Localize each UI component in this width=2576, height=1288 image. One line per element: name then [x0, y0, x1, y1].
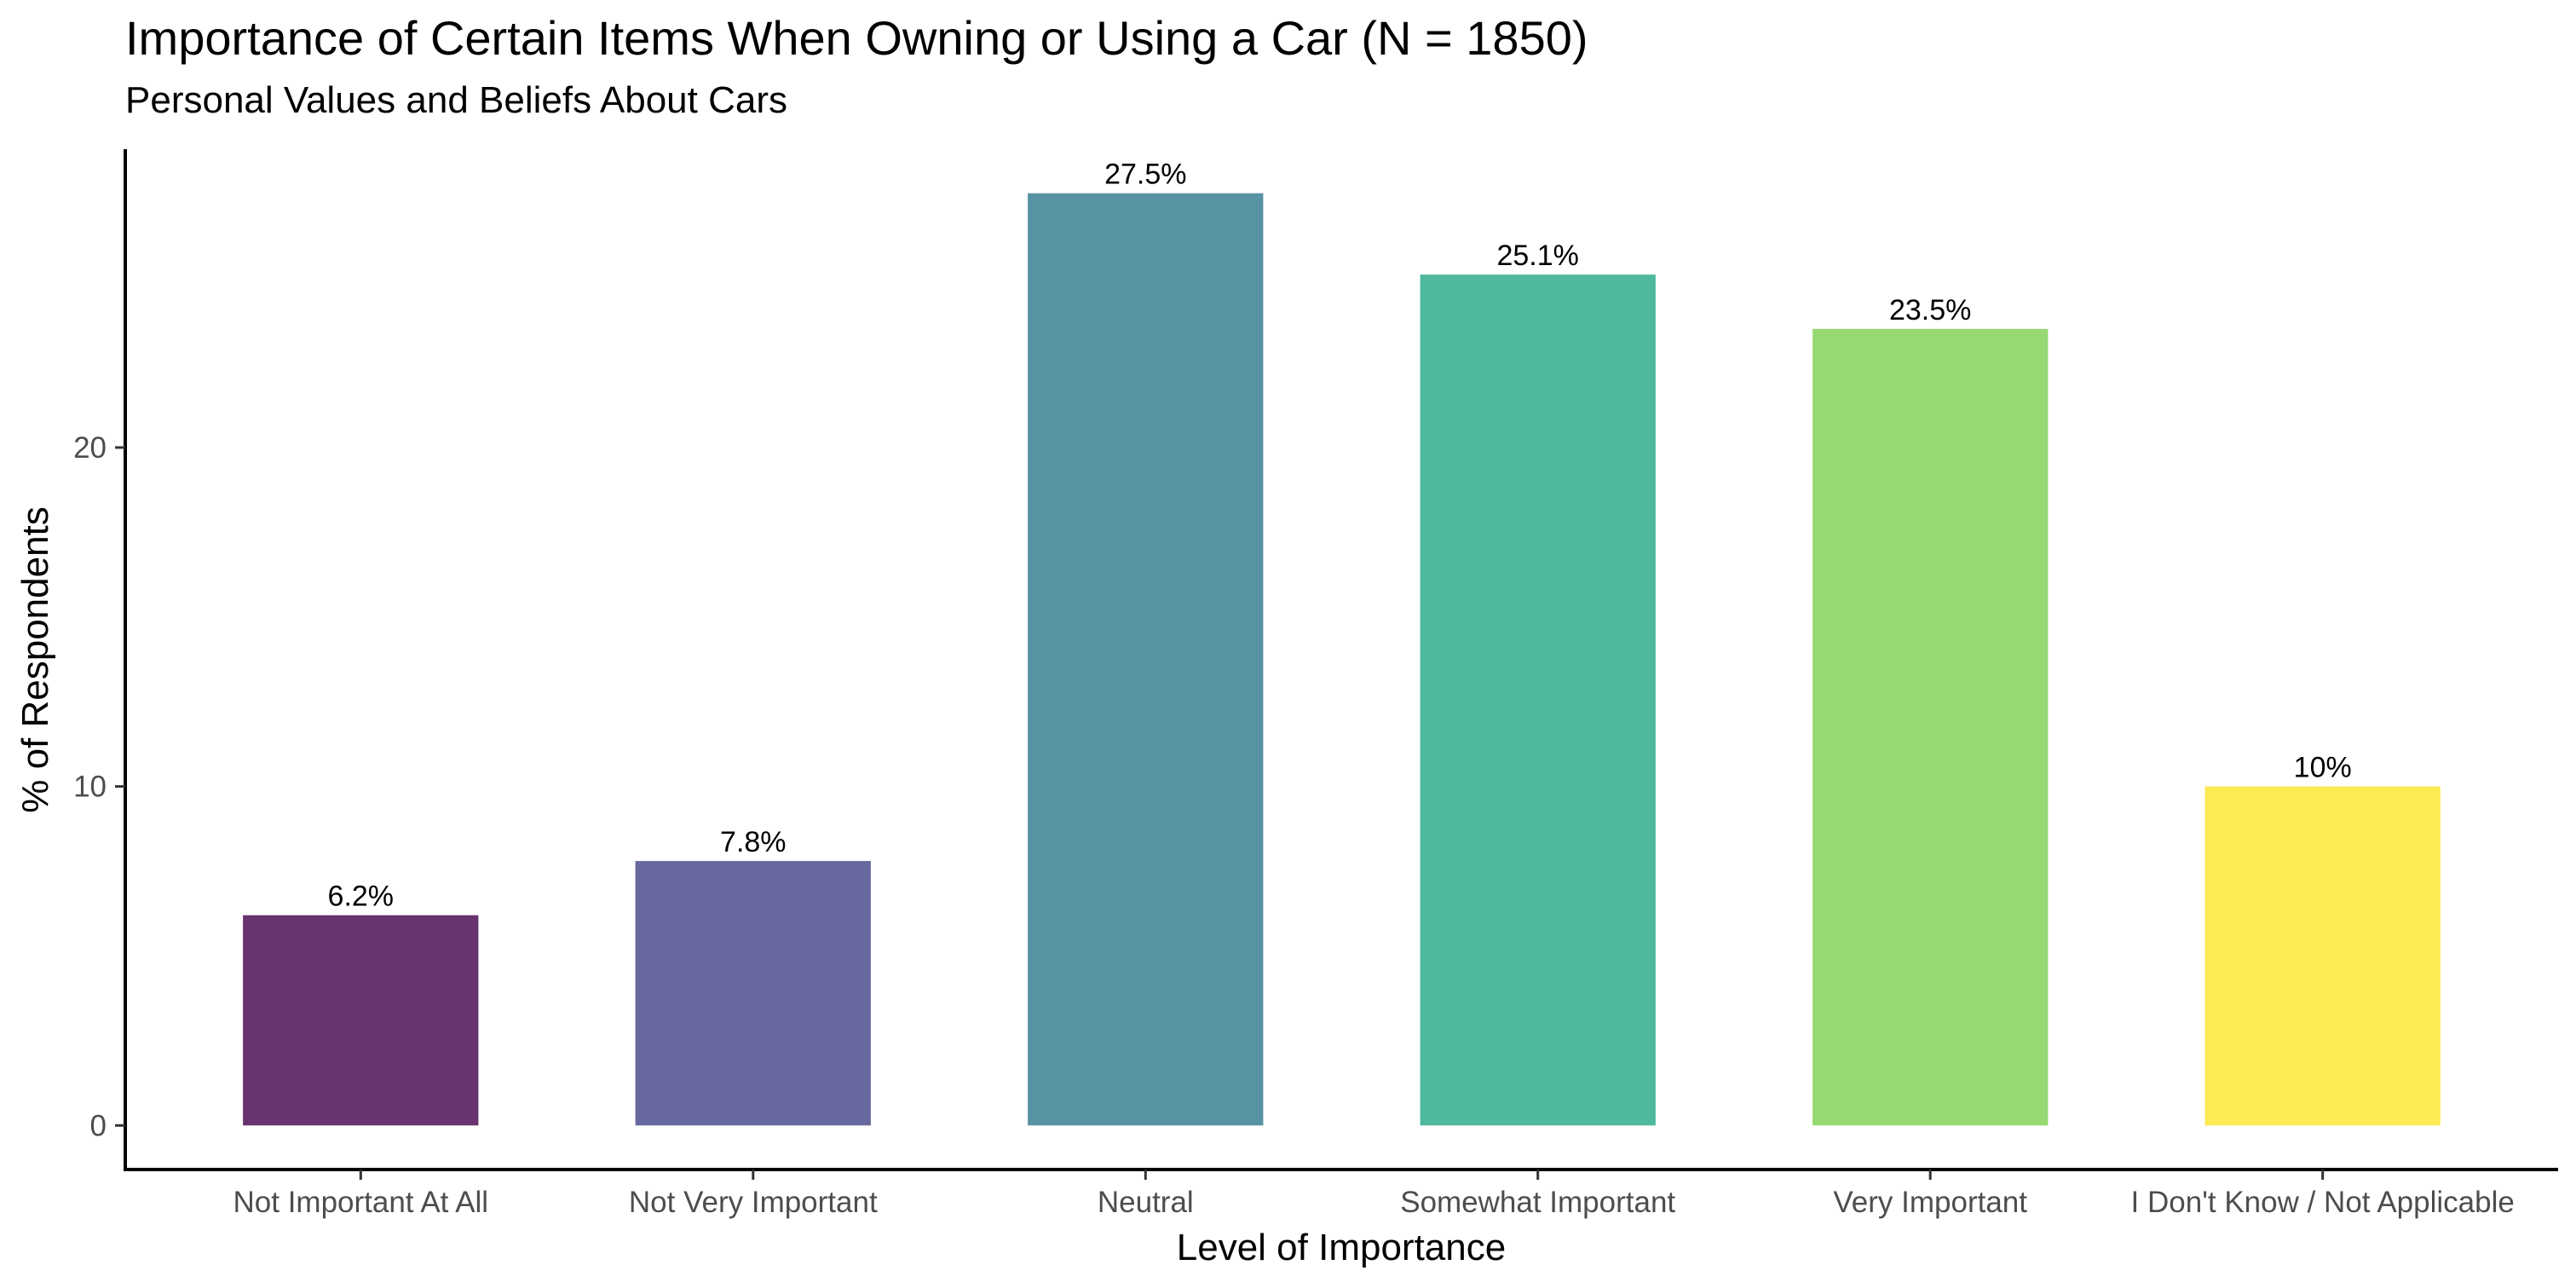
bar: [1420, 274, 1656, 1126]
data-labels-layer: 6.2% 7.8% 27.5% 25.1% 23.5% 10%: [328, 159, 2352, 913]
data-label: 7.8%: [720, 826, 787, 858]
bar: [2204, 786, 2441, 1126]
x-tick-label: Very Important: [1833, 1186, 2027, 1219]
data-label: 10%: [2294, 752, 2352, 784]
bar: [1812, 328, 2049, 1126]
y-axis-ticks: 0 10 20: [73, 431, 125, 1142]
y-tick-label: 10: [73, 771, 107, 804]
chart-title: Importance of Certain Items When Owning …: [125, 11, 1588, 65]
bar: [243, 915, 479, 1126]
x-tick-label: Neutral: [1098, 1186, 1194, 1219]
data-label: 23.5%: [1889, 294, 1971, 326]
x-tick-label: Not Important At All: [233, 1186, 489, 1219]
x-tick-label: I Don't Know / Not Applicable: [2131, 1186, 2515, 1219]
data-label: 25.1%: [1496, 240, 1578, 272]
bars-layer: [243, 193, 2441, 1126]
data-label: 27.5%: [1104, 159, 1186, 191]
data-label: 6.2%: [328, 881, 395, 913]
y-axis-title: % of Respondents: [14, 506, 56, 813]
chart-subtitle: Personal Values and Beliefs About Cars: [125, 79, 787, 121]
x-axis-ticks: Not Important At All Not Very Important Ne…: [233, 1170, 2515, 1219]
bar: [1028, 193, 1264, 1126]
y-tick-label: 0: [90, 1109, 107, 1142]
y-tick-label: 20: [73, 431, 107, 465]
x-tick-label: Not Very Important: [629, 1186, 878, 1219]
x-tick-label: Somewhat Important: [1400, 1186, 1675, 1219]
x-axis-title: Level of Importance: [1177, 1227, 1506, 1268]
bar: [635, 861, 871, 1126]
